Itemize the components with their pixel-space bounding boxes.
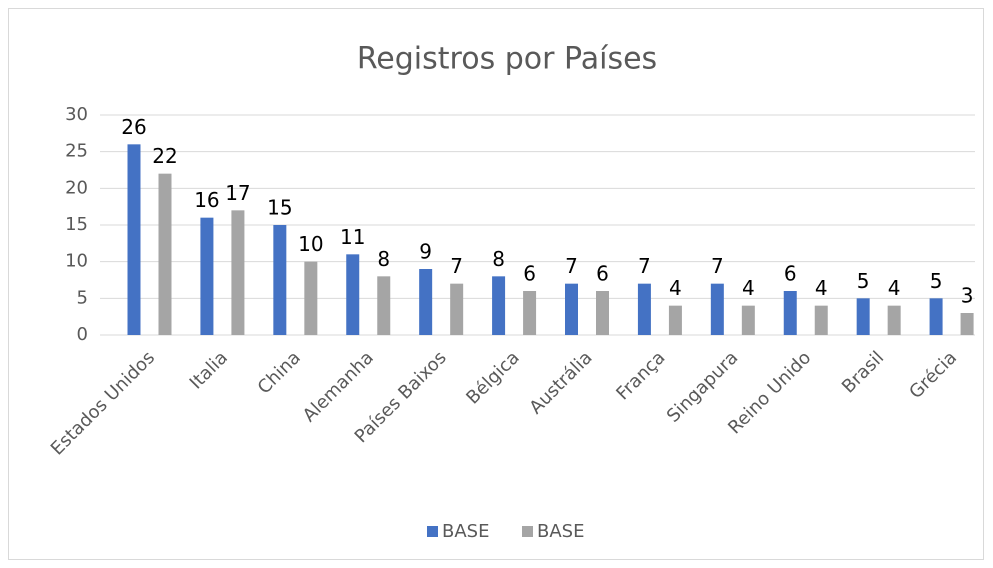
data-label: 3 bbox=[961, 284, 974, 308]
bar bbox=[960, 313, 974, 335]
bar bbox=[127, 144, 141, 335]
data-label: 6 bbox=[523, 262, 536, 286]
bar bbox=[929, 298, 943, 335]
data-label: 6 bbox=[596, 262, 609, 286]
data-label: 4 bbox=[888, 276, 901, 300]
data-label: 9 bbox=[419, 240, 432, 264]
legend-label: BASE bbox=[442, 521, 489, 542]
data-label: 16 bbox=[194, 188, 219, 212]
bar bbox=[450, 283, 464, 335]
data-label: 7 bbox=[450, 254, 463, 278]
legend-label: BASE bbox=[537, 521, 584, 542]
data-label: 7 bbox=[638, 254, 651, 278]
chart-title: Registros por Países bbox=[357, 42, 657, 77]
data-label: 8 bbox=[377, 247, 390, 271]
bar bbox=[273, 225, 287, 335]
y-tick-label: 25 bbox=[65, 141, 88, 162]
y-tick-label: 20 bbox=[65, 177, 88, 198]
bar bbox=[596, 291, 609, 335]
bar bbox=[231, 210, 245, 335]
bar bbox=[158, 173, 172, 335]
data-label: 15 bbox=[267, 196, 292, 220]
bar bbox=[346, 254, 360, 335]
bar bbox=[565, 283, 578, 335]
data-label: 10 bbox=[298, 232, 323, 256]
data-label: 6 bbox=[784, 262, 797, 286]
data-label: 7 bbox=[565, 254, 578, 278]
legend-swatch bbox=[522, 526, 533, 537]
bar bbox=[637, 283, 651, 335]
bar bbox=[668, 305, 682, 335]
data-label: 4 bbox=[815, 276, 828, 300]
data-label: 11 bbox=[340, 225, 365, 249]
data-label: 4 bbox=[669, 276, 682, 300]
legend-swatch bbox=[427, 526, 438, 537]
bar bbox=[814, 305, 828, 335]
bar bbox=[523, 291, 537, 335]
data-label: 17 bbox=[225, 181, 250, 205]
y-tick-label: 15 bbox=[65, 214, 88, 235]
bar bbox=[783, 291, 797, 335]
bar bbox=[200, 217, 214, 335]
y-tick-label: 5 bbox=[77, 287, 88, 308]
y-tick-label: 0 bbox=[77, 324, 88, 345]
bar bbox=[887, 305, 901, 335]
bar bbox=[856, 298, 870, 335]
bar bbox=[304, 261, 318, 335]
data-label: 5 bbox=[857, 269, 870, 293]
data-label: 26 bbox=[121, 115, 146, 139]
y-tick-label: 30 bbox=[65, 104, 88, 125]
data-label: 5 bbox=[930, 269, 943, 293]
data-label: 22 bbox=[152, 144, 177, 168]
bar bbox=[419, 269, 433, 335]
y-tick-label: 10 bbox=[65, 251, 88, 272]
data-label: 4 bbox=[742, 276, 755, 300]
bar bbox=[377, 276, 391, 335]
bar bbox=[710, 283, 724, 335]
bar bbox=[492, 276, 506, 335]
data-label: 8 bbox=[492, 247, 505, 271]
bar bbox=[741, 305, 755, 335]
data-label: 7 bbox=[711, 254, 724, 278]
